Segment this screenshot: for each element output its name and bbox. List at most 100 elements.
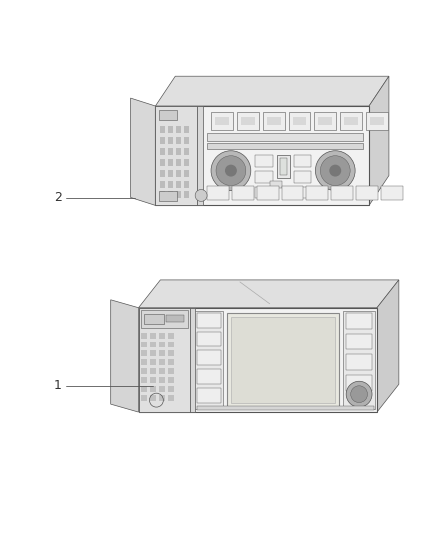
Polygon shape — [111, 300, 138, 412]
Bar — [227, 313, 339, 407]
Bar — [160, 148, 165, 155]
Bar — [344, 117, 358, 125]
Bar — [346, 354, 372, 370]
Bar — [159, 395, 165, 401]
Bar — [160, 126, 165, 133]
Bar — [381, 185, 403, 200]
Bar — [277, 155, 290, 177]
Bar — [370, 117, 384, 125]
Circle shape — [320, 156, 350, 185]
Bar — [231, 317, 335, 403]
Bar — [184, 148, 189, 155]
Bar — [168, 386, 174, 392]
Bar — [346, 334, 372, 350]
Bar — [343, 311, 375, 409]
Bar — [340, 112, 362, 130]
Bar — [184, 169, 189, 176]
Bar — [159, 386, 165, 392]
Bar — [141, 310, 188, 328]
Bar — [184, 159, 189, 166]
Bar — [159, 351, 165, 357]
Bar — [168, 181, 173, 188]
Bar — [293, 117, 307, 125]
Bar — [141, 377, 148, 383]
Bar — [159, 110, 177, 120]
Bar — [141, 359, 148, 365]
Bar — [279, 158, 286, 175]
Bar — [184, 137, 189, 144]
Bar — [160, 159, 165, 166]
Bar — [159, 342, 165, 348]
Bar — [145, 314, 164, 324]
Bar — [176, 148, 181, 155]
Bar — [184, 181, 189, 188]
Bar — [160, 191, 165, 198]
Text: 2: 2 — [54, 191, 62, 204]
Bar — [141, 333, 148, 338]
Circle shape — [195, 190, 207, 201]
Bar — [255, 187, 273, 198]
Bar — [197, 313, 221, 328]
Bar — [159, 333, 165, 338]
Polygon shape — [138, 280, 399, 308]
Bar — [168, 126, 173, 133]
Bar — [184, 191, 189, 198]
Bar — [150, 386, 156, 392]
Circle shape — [225, 165, 237, 176]
Bar — [282, 185, 304, 200]
Bar — [141, 368, 148, 374]
Bar — [293, 171, 311, 182]
Polygon shape — [369, 76, 389, 205]
Bar — [150, 368, 156, 374]
Bar — [314, 112, 336, 130]
Bar — [293, 187, 311, 198]
Bar — [168, 169, 173, 176]
Bar — [318, 117, 332, 125]
Bar — [166, 314, 184, 321]
Bar — [168, 351, 174, 357]
Bar — [346, 313, 372, 329]
Bar — [150, 342, 156, 348]
Bar — [366, 112, 388, 130]
Bar — [168, 333, 174, 338]
Bar — [176, 191, 181, 198]
Bar — [307, 185, 328, 200]
Bar — [150, 351, 156, 357]
Bar — [168, 395, 174, 401]
Bar — [241, 117, 255, 125]
Bar — [160, 181, 165, 188]
Polygon shape — [377, 280, 399, 412]
Bar — [215, 117, 229, 125]
Bar — [141, 342, 148, 348]
Bar — [155, 106, 197, 205]
Circle shape — [211, 151, 251, 190]
Bar — [176, 181, 181, 188]
Bar — [197, 388, 221, 403]
Circle shape — [216, 156, 246, 185]
Bar — [159, 191, 177, 201]
Bar — [168, 359, 174, 365]
Bar — [195, 311, 223, 409]
Bar — [289, 112, 311, 130]
Bar — [141, 386, 148, 392]
Bar — [168, 377, 174, 383]
Bar — [176, 137, 181, 144]
Bar — [168, 368, 174, 374]
Circle shape — [351, 386, 367, 402]
Bar — [331, 185, 353, 200]
Bar — [168, 191, 173, 198]
Bar — [190, 308, 195, 412]
Bar — [257, 185, 279, 200]
Bar — [168, 159, 173, 166]
Bar — [207, 143, 363, 149]
Bar — [159, 368, 165, 374]
Bar — [184, 126, 189, 133]
Bar — [255, 171, 273, 182]
Bar — [176, 169, 181, 176]
Bar — [267, 117, 281, 125]
Bar — [141, 351, 148, 357]
Bar — [168, 137, 173, 144]
Bar — [255, 155, 273, 167]
Bar — [263, 112, 285, 130]
Bar — [211, 112, 233, 130]
